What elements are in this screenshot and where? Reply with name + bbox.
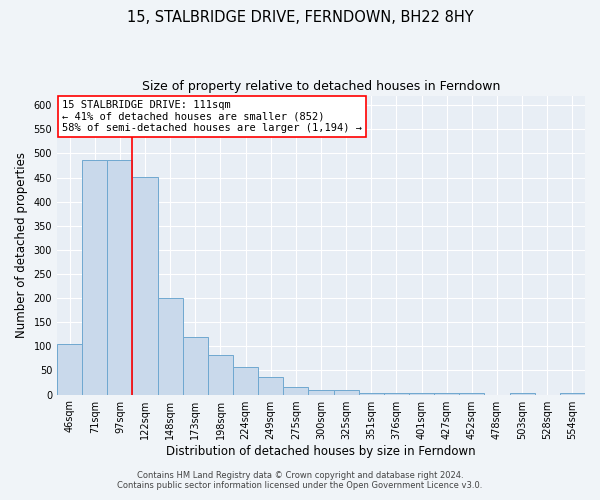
Bar <box>158 298 183 394</box>
Text: 15 STALBRIDGE DRIVE: 111sqm
← 41% of detached houses are smaller (852)
58% of se: 15 STALBRIDGE DRIVE: 111sqm ← 41% of det… <box>62 100 362 133</box>
Bar <box>208 355 233 395</box>
Text: 15, STALBRIDGE DRIVE, FERNDOWN, BH22 8HY: 15, STALBRIDGE DRIVE, FERNDOWN, BH22 8HY <box>127 10 473 25</box>
Bar <box>183 336 208 394</box>
Bar <box>560 393 585 394</box>
Bar <box>334 390 359 394</box>
Bar <box>133 176 158 394</box>
Bar <box>459 393 484 394</box>
Bar <box>434 393 459 394</box>
Bar <box>283 387 308 394</box>
Y-axis label: Number of detached properties: Number of detached properties <box>15 152 28 338</box>
Bar <box>359 393 384 394</box>
X-axis label: Distribution of detached houses by size in Ferndown: Distribution of detached houses by size … <box>166 444 476 458</box>
Bar <box>82 160 107 394</box>
Text: Contains HM Land Registry data © Crown copyright and database right 2024.
Contai: Contains HM Land Registry data © Crown c… <box>118 470 482 490</box>
Bar <box>384 393 409 394</box>
Bar <box>57 344 82 395</box>
Bar <box>409 393 434 394</box>
Bar <box>107 160 133 394</box>
Bar <box>509 393 535 394</box>
Bar <box>308 390 334 394</box>
Bar <box>258 376 283 394</box>
Bar <box>233 367 258 394</box>
Title: Size of property relative to detached houses in Ferndown: Size of property relative to detached ho… <box>142 80 500 93</box>
